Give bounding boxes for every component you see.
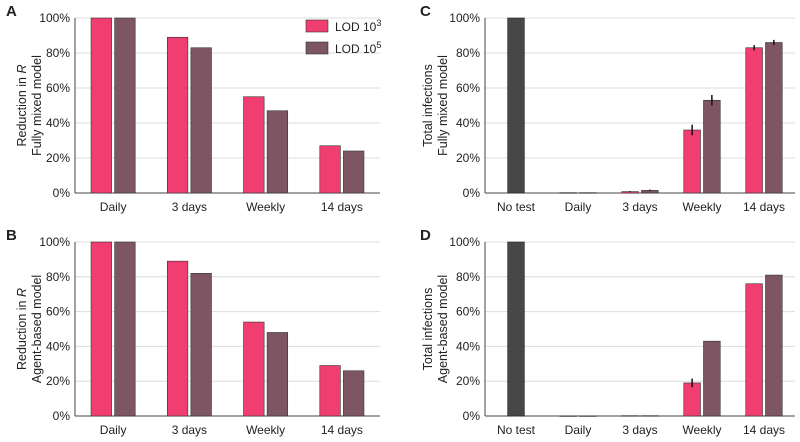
y-tick-label: 100% — [449, 11, 480, 25]
bar-lod5 — [114, 17, 136, 194]
bar-lod5 — [641, 415, 659, 417]
x-tick-label: No test — [497, 423, 536, 437]
bar-lod3 — [243, 321, 265, 417]
y-tick-label: 60% — [46, 81, 70, 95]
bar-lod5 — [765, 274, 783, 417]
x-tick-label: 14 days — [321, 423, 363, 437]
x-tick-label: Daily — [565, 200, 592, 214]
x-tick-label: 3 days — [622, 200, 657, 214]
y-tick-label: 40% — [456, 339, 480, 353]
y-tick-label: 20% — [46, 151, 70, 165]
y-tick-label: 0% — [463, 409, 481, 423]
bar-lod3 — [559, 192, 577, 194]
bar-lod3 — [559, 415, 577, 417]
x-tick-label: 3 days — [172, 200, 207, 214]
bar-lod3 — [319, 365, 341, 417]
y-tick-label: 80% — [456, 46, 480, 60]
y-tick-label: 40% — [46, 116, 70, 130]
bar-lod3 — [683, 382, 701, 417]
x-tick-label: Daily — [565, 423, 592, 437]
y-tick-label: 0% — [53, 409, 71, 423]
bar-lod5 — [703, 99, 721, 194]
y-tick-label: 100% — [39, 235, 70, 249]
y-tick-label: 20% — [46, 374, 70, 388]
y-tick-label: 20% — [456, 374, 480, 388]
y-tick-label: 60% — [456, 305, 480, 319]
x-tick-label: 3 days — [172, 423, 207, 437]
bar-lod5 — [266, 332, 289, 417]
y-tick-label: 100% — [449, 235, 480, 249]
bar-lod3 — [745, 47, 763, 194]
panel-label: C — [420, 3, 431, 20]
bar-lod5 — [703, 340, 721, 417]
x-tick-label: Daily — [100, 200, 127, 214]
legend-swatch-lod5 — [305, 41, 329, 55]
bar-lod3 — [683, 129, 701, 194]
y-tick-label: 80% — [46, 270, 70, 284]
y-axis-label: Total infectionsFully mixed model — [421, 55, 450, 156]
x-tick-label: 14 days — [743, 200, 785, 214]
legend-entry: LOD 103 — [335, 18, 381, 34]
y-axis-label: Total infectionsAgent-based model — [421, 275, 450, 383]
bar-lod5 — [266, 110, 289, 194]
y-axis-label: Reduction in RAgent-based model — [15, 275, 44, 383]
bar-lod3 — [621, 415, 639, 417]
panel-c: 0% 20% 40% 60% 80% 100% C Total infectionsFully… — [420, 3, 795, 214]
y-tick-label: 80% — [456, 270, 480, 284]
legend-swatch-lod3 — [305, 19, 329, 33]
panel-b: 0% 20% 40% 60% 80% 100% B Reduction in RAgent-b… — [6, 227, 380, 437]
bar-lod3 — [243, 96, 265, 194]
panel-d: 0% 20% 40% 60% 80% 100% D Total infectionsAgent… — [420, 227, 795, 437]
y-tick-label: 80% — [46, 46, 70, 60]
x-tick-label: Weekly — [246, 200, 285, 214]
bar-lod5 — [190, 47, 212, 194]
legend: LOD 103 LOD 105 — [305, 18, 381, 56]
x-tick-label: Daily — [100, 423, 127, 437]
bar-lod5 — [114, 241, 136, 417]
y-tick-label: 60% — [456, 81, 480, 95]
y-tick-label: 40% — [456, 116, 480, 130]
y-axis-label: Reduction in RFully mixed model — [15, 55, 44, 156]
bar-no-test — [507, 241, 525, 417]
legend-entry: LOD 105 — [335, 40, 381, 56]
y-tick-label: 0% — [53, 186, 71, 200]
bar-lod5 — [579, 415, 597, 417]
x-tick-label: Weekly — [246, 423, 285, 437]
panel-label: B — [6, 227, 17, 244]
panel-label: D — [420, 227, 431, 244]
bar-lod3 — [166, 260, 189, 417]
bar-lod3 — [166, 36, 189, 194]
bar-lod5 — [579, 192, 597, 194]
y-tick-label: 100% — [39, 11, 70, 25]
x-tick-label: Weekly — [682, 423, 721, 437]
y-tick-label: 0% — [463, 186, 481, 200]
bar-lod3 — [745, 283, 763, 417]
bar-lod5 — [343, 370, 365, 417]
bar-lod3 — [319, 145, 341, 194]
x-tick-label: 14 days — [743, 423, 785, 437]
bar-lod5 — [190, 273, 212, 417]
y-tick-label: 60% — [46, 305, 70, 319]
x-tick-label: Weekly — [682, 200, 721, 214]
x-tick-label: 14 days — [321, 200, 363, 214]
panel-label: A — [6, 3, 17, 20]
bar-lod3 — [90, 241, 112, 417]
bar-lod5 — [343, 150, 365, 194]
panel-a: 0% 20% 40% 60% 80% 100% A Reduction in RFully m… — [6, 3, 381, 214]
y-tick-label: 40% — [46, 339, 70, 353]
x-tick-label: 3 days — [622, 423, 657, 437]
x-tick-label: No test — [497, 200, 536, 214]
bar-lod5 — [765, 42, 783, 194]
y-tick-label: 20% — [456, 151, 480, 165]
bar-no-test — [507, 17, 525, 194]
bar-lod3 — [90, 17, 112, 194]
